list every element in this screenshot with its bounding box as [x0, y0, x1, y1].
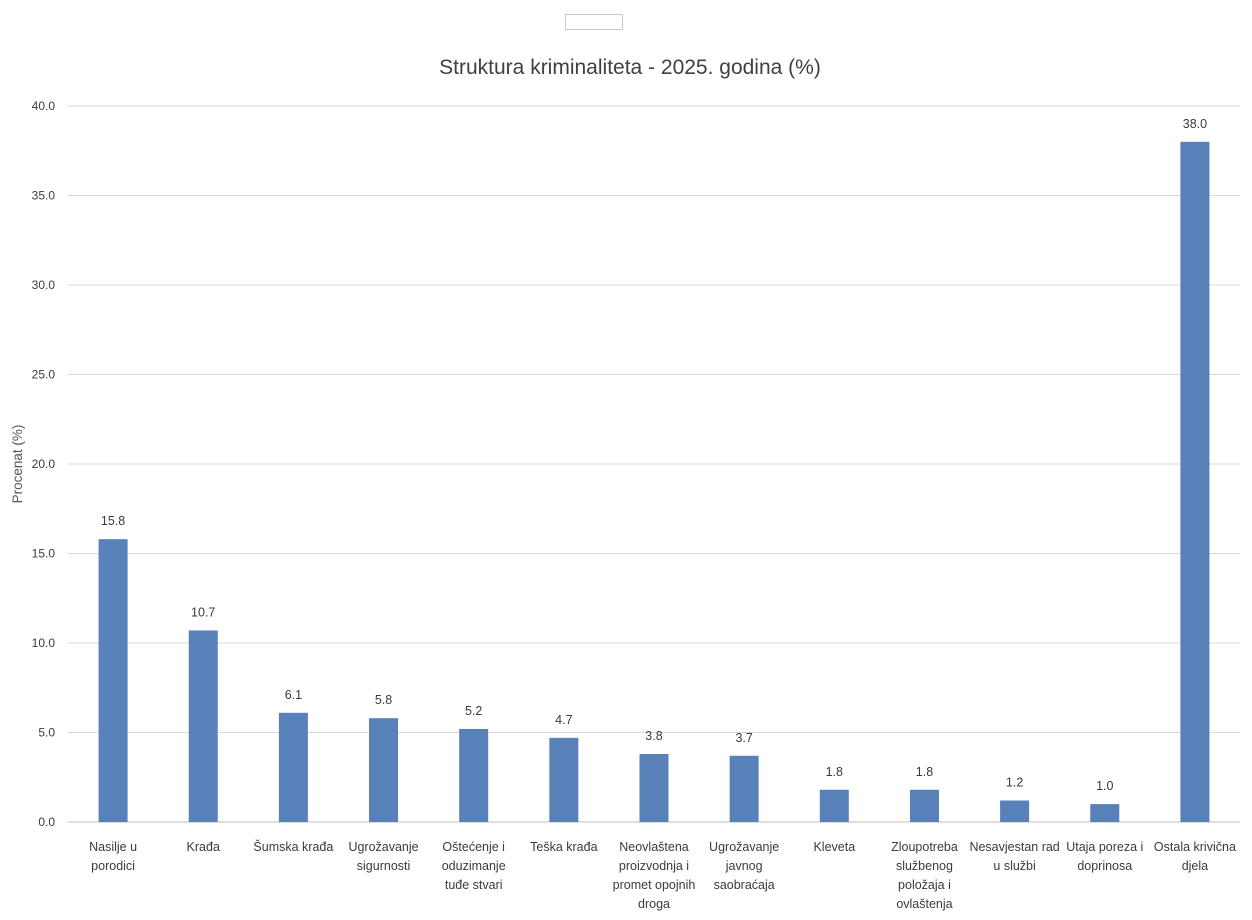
- bar: [639, 753, 669, 822]
- bar: [1090, 804, 1120, 822]
- data-label: 5.2: [465, 704, 482, 718]
- x-tick-label: Nesavjestan rad u službi: [969, 840, 1059, 873]
- data-label: 3.7: [735, 731, 752, 745]
- chart-title: Struktura kriminaliteta - 2025. godina (…: [439, 56, 821, 79]
- y-tick-label: 30.0: [32, 278, 56, 292]
- bar: [549, 737, 579, 822]
- data-label: 5.8: [375, 693, 392, 707]
- legend-box: [565, 14, 623, 30]
- y-tick-label: 35.0: [32, 189, 56, 203]
- x-tick-label: Teška krađa: [530, 840, 597, 854]
- x-tick-label: Neovlaštena proizvodnja i promet opojnih dr…: [613, 840, 696, 911]
- x-tick-label: Utaja poreza i doprinosa: [1066, 840, 1143, 873]
- y-tick-label: 25.0: [32, 368, 56, 382]
- x-tick-label: Ugrožavanje javnog saobraćaja: [709, 840, 779, 892]
- y-tick-label: 0.0: [38, 815, 55, 829]
- x-tick-label: Kleveta: [813, 840, 855, 854]
- data-label: 1.2: [1006, 776, 1023, 790]
- data-label: 3.8: [645, 729, 662, 743]
- bar: [1180, 141, 1210, 823]
- data-label: 1.8: [916, 765, 933, 779]
- x-tick-label: Krađa: [187, 840, 220, 854]
- bar: [1000, 800, 1030, 822]
- x-tick-label: Ostala krivična djela: [1154, 840, 1236, 873]
- data-label: 38.0: [1183, 117, 1207, 131]
- data-label: 1.0: [1096, 779, 1113, 793]
- bar: [98, 539, 128, 822]
- bar: [369, 718, 399, 822]
- x-tick-label: Nasilje u porodici: [89, 840, 137, 873]
- y-tick-label: 40.0: [32, 99, 56, 113]
- data-label: 1.8: [826, 765, 843, 779]
- bar: [909, 789, 939, 822]
- bar: [729, 755, 759, 822]
- bar: [188, 630, 218, 822]
- y-tick-label: 10.0: [32, 636, 56, 650]
- y-axis-label: Procenat (%): [10, 425, 25, 504]
- data-label: 6.1: [285, 688, 302, 702]
- data-label: 15.8: [101, 514, 125, 528]
- x-tick-label: Ugrožavanje sigurnosti: [348, 840, 418, 873]
- y-tick-label: 5.0: [38, 726, 55, 740]
- x-tick-label: Oštećenje i oduzimanje tuđe stvari: [442, 840, 506, 892]
- x-tick-label: Zloupotreba službenog položaja i ovlaštenja: [891, 840, 958, 911]
- y-tick-label: 15.0: [32, 547, 56, 561]
- bar: [278, 712, 308, 822]
- data-label: 10.7: [191, 605, 215, 619]
- bar: [459, 728, 489, 822]
- bar: [819, 789, 849, 822]
- y-tick-label: 20.0: [32, 457, 56, 471]
- x-tick-label: Šumska krađa: [253, 839, 333, 854]
- data-label: 4.7: [555, 713, 572, 727]
